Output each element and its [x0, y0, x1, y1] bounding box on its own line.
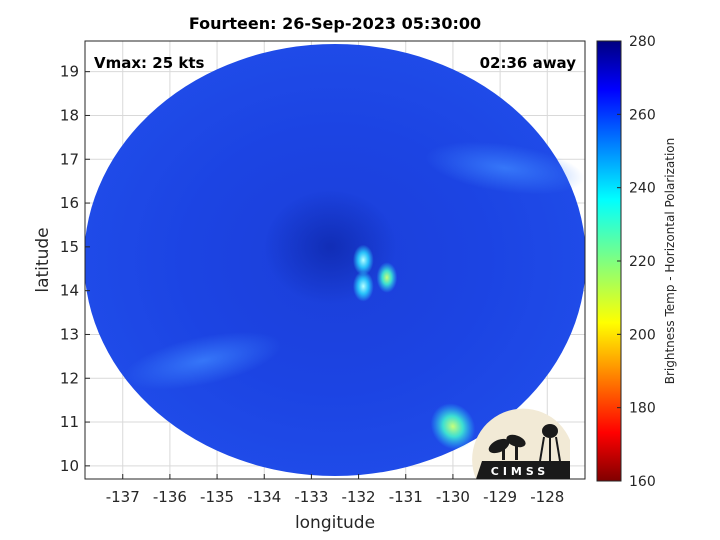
colorbar-label: Brightness Temp - Horizontal Polarizatio… — [663, 138, 677, 385]
chart-title: Fourteen: 26-Sep-2023 05:30:00 — [189, 14, 481, 33]
x-tick-label: -132 — [342, 488, 376, 506]
y-tick-label: 18 — [60, 106, 79, 124]
x-tick-label: -131 — [389, 488, 423, 506]
x-tick-label: -134 — [247, 488, 281, 506]
cold-spot — [376, 262, 398, 293]
y-tick-label: 16 — [60, 194, 79, 212]
y-tick-label: 11 — [60, 413, 79, 431]
cool-band — [124, 331, 282, 390]
x-tick-label: -133 — [294, 488, 328, 506]
y-tick-label: 13 — [60, 325, 79, 343]
x-axis-label: longitude — [295, 513, 375, 533]
colorbar-ticks: 280 260 240 220 200 180 160 — [617, 34, 656, 490]
y-axis-label: latitude — [33, 227, 53, 292]
y-tick-label: 19 — [60, 63, 79, 81]
y-tick-label: 15 — [60, 238, 79, 256]
y-tick-label: 14 — [60, 282, 79, 300]
brightness-features — [124, 141, 585, 450]
colorbar-tick-label: 220 — [629, 254, 656, 270]
cool-band — [425, 141, 585, 195]
x-tick-label: -136 — [153, 488, 187, 506]
cimss-logo: CIMSS — [472, 408, 570, 479]
colorbar-tick-label: 180 — [629, 401, 656, 417]
x-tick-label: -130 — [436, 488, 470, 506]
cold-spot — [352, 270, 374, 302]
x-tick-label: -128 — [530, 488, 564, 506]
y-tick-label: 17 — [60, 150, 79, 168]
time-away-annotation: 02:36 away — [480, 54, 577, 72]
x-axis-ticks: -137 -136 -135 -134 -133 -132 -131 -130 -129 -128 — [106, 474, 564, 506]
colorbar-tick-label: 280 — [629, 34, 656, 50]
y-axis-ticks: 10 11 12 13 14 15 16 17 18 19 — [60, 63, 90, 475]
y-tick-label: 10 — [60, 457, 79, 475]
axes-frame — [84, 40, 586, 480]
satellite-swath — [85, 44, 585, 476]
x-tick-label: -135 — [200, 488, 234, 506]
colorbar-tick-label: 200 — [629, 327, 656, 343]
colorbar-tick-label: 240 — [629, 181, 656, 197]
x-tick-label: -137 — [106, 488, 140, 506]
cold-spot — [352, 244, 374, 276]
cold-spot — [430, 403, 476, 450]
vmax-annotation: Vmax: 25 kts — [94, 54, 204, 72]
colorbar-tick-label: 260 — [629, 107, 656, 123]
x-tick-label: -129 — [483, 488, 517, 506]
colorbar-tick-label: 160 — [629, 474, 656, 490]
y-tick-label: 12 — [60, 369, 79, 387]
warm-core — [264, 189, 397, 304]
logo-text: CIMSS — [491, 465, 549, 478]
